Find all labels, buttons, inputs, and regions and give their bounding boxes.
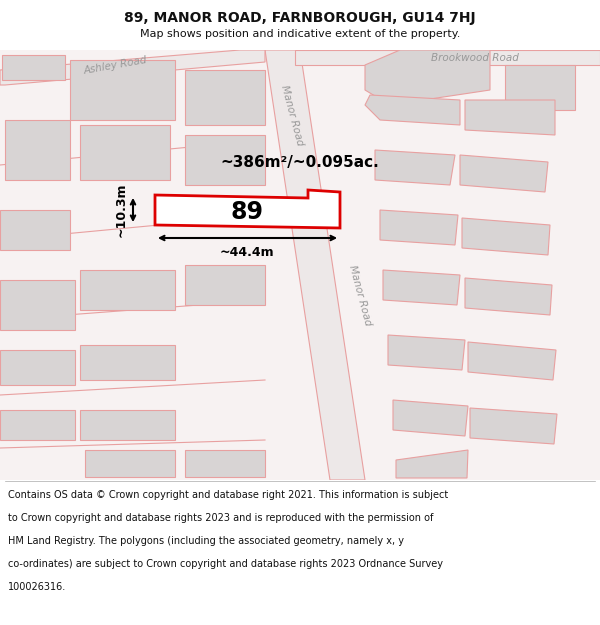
Polygon shape xyxy=(80,410,175,440)
Text: Manor Road: Manor Road xyxy=(279,84,305,146)
Text: Manor Road: Manor Road xyxy=(347,264,373,326)
Polygon shape xyxy=(465,278,552,315)
Text: ~386m²/~0.095ac.: ~386m²/~0.095ac. xyxy=(220,155,379,170)
Polygon shape xyxy=(0,280,75,330)
Text: 89: 89 xyxy=(230,200,263,224)
Polygon shape xyxy=(365,50,490,105)
Text: 89, MANOR ROAD, FARNBOROUGH, GU14 7HJ: 89, MANOR ROAD, FARNBOROUGH, GU14 7HJ xyxy=(124,11,476,25)
Polygon shape xyxy=(465,100,555,135)
Text: HM Land Registry. The polygons (including the associated geometry, namely x, y: HM Land Registry. The polygons (includin… xyxy=(8,536,404,546)
Polygon shape xyxy=(505,65,575,110)
Polygon shape xyxy=(155,190,340,228)
Text: co-ordinates) are subject to Crown copyright and database rights 2023 Ordnance S: co-ordinates) are subject to Crown copyr… xyxy=(8,559,443,569)
Text: ~44.4m: ~44.4m xyxy=(220,246,274,259)
Polygon shape xyxy=(396,450,468,478)
Polygon shape xyxy=(388,335,465,370)
Polygon shape xyxy=(185,135,265,185)
Text: Contains OS data © Crown copyright and database right 2021. This information is : Contains OS data © Crown copyright and d… xyxy=(8,490,448,500)
Text: to Crown copyright and database rights 2023 and is reproduced with the permissio: to Crown copyright and database rights 2… xyxy=(8,513,433,523)
Polygon shape xyxy=(460,155,548,192)
Polygon shape xyxy=(383,270,460,305)
Polygon shape xyxy=(85,450,175,477)
Polygon shape xyxy=(470,408,557,444)
Text: ~10.3m: ~10.3m xyxy=(115,182,128,238)
Polygon shape xyxy=(185,70,265,125)
Polygon shape xyxy=(0,50,265,85)
Polygon shape xyxy=(265,50,365,480)
Polygon shape xyxy=(468,342,556,380)
Polygon shape xyxy=(462,218,550,255)
Polygon shape xyxy=(295,50,600,65)
Polygon shape xyxy=(185,265,265,305)
Polygon shape xyxy=(2,55,65,80)
Polygon shape xyxy=(0,50,600,480)
Polygon shape xyxy=(5,120,70,180)
Polygon shape xyxy=(0,410,75,440)
Text: Map shows position and indicative extent of the property.: Map shows position and indicative extent… xyxy=(140,29,460,39)
Text: Ashley Road: Ashley Road xyxy=(82,54,148,76)
Polygon shape xyxy=(0,350,75,385)
Polygon shape xyxy=(80,270,175,310)
Polygon shape xyxy=(380,210,458,245)
Text: 100026316.: 100026316. xyxy=(8,582,66,592)
Polygon shape xyxy=(185,450,265,477)
Text: Brookwood Road: Brookwood Road xyxy=(431,53,519,63)
Polygon shape xyxy=(393,400,468,436)
Polygon shape xyxy=(365,95,460,125)
Polygon shape xyxy=(70,60,175,120)
Polygon shape xyxy=(80,125,170,180)
Polygon shape xyxy=(375,150,455,185)
Polygon shape xyxy=(80,345,175,380)
Polygon shape xyxy=(0,210,70,250)
